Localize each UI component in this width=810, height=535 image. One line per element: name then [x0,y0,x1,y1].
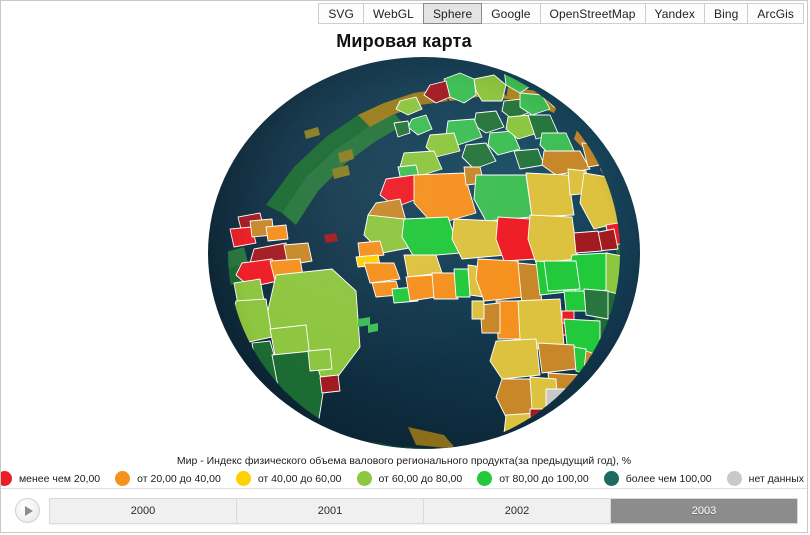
year-cell-2000[interactable]: 2000 [50,498,237,523]
europe-group [393,68,620,188]
atlantic-islands-group [304,127,378,333]
world-countries-svg [228,68,620,449]
year-cell-2001[interactable]: 2001 [237,498,424,523]
legend-title: Мир - Индекс физического объема валового… [176,455,632,467]
legend-item-60-80[interactable]: от 60,00 до 80,00 [354,471,475,486]
legend-swatch-icon [356,471,372,486]
page-title: Мировая карта [336,31,472,51]
legend-swatch-icon [603,471,619,486]
legend-swatch-icon [235,471,251,486]
year-cell-2003[interactable]: 2003 [611,498,797,523]
tab-svg[interactable]: SVG [318,3,364,24]
east-africa-group [471,230,620,356]
tab-bing[interactable]: Bing [703,3,749,24]
globe-stage [1,53,807,453]
legend-item-no-data[interactable]: нет данных [724,471,807,486]
legend-swatch-icon [477,471,493,486]
year-cell-2002[interactable]: 2002 [424,498,611,523]
legend-swatch-icon [726,471,742,486]
south-america-group [229,242,361,440]
tab-webgl[interactable]: WebGL [362,3,424,24]
legend-label: от 80,00 до 100,00 [499,472,589,485]
legend-item-40-60[interactable]: от 40,00 до 60,00 [233,471,354,486]
legend-swatch-icon [115,471,131,486]
legend-label: более чем 100,00 [625,472,712,485]
year-selector: 2000 2001 2002 2003 [49,497,798,524]
central-america-group [229,212,289,248]
legend: менее чем 20,00 от 20,00 до 40,00 от 40,… [1,471,807,486]
sphere-map[interactable] [208,57,640,449]
tab-google[interactable]: Google [481,3,541,24]
play-icon [24,505,33,516]
legend-swatch-icon [1,471,12,486]
legend-item-under-20[interactable]: менее чем 20,00 [1,471,112,486]
legend-label: нет данных [748,472,805,485]
legend-item-20-40[interactable]: от 20,00 до 40,00 [112,471,233,486]
tab-openstreetmap[interactable]: OpenStreetMap [539,3,646,24]
tab-arcgis[interactable]: ArcGis [747,3,804,24]
tab-sphere[interactable]: Sphere [422,3,483,24]
west-africa-group [355,214,579,306]
legend-label: от 40,00 до 60,00 [257,472,342,485]
legend-label: от 60,00 до 80,00 [378,472,463,485]
legend-label: от 20,00 до 40,00 [137,472,221,485]
legend-item-over-100[interactable]: более чем 100,00 [601,471,724,486]
map-provider-tabs: SVG WebGL Sphere Google OpenStreetMap Ya… [318,3,804,24]
legend-item-80-100[interactable]: от 80,00 до 100,00 [474,471,601,486]
legend-label: менее чем 20,00 [18,472,101,485]
timeline-control: 2000 2001 2002 2003 [1,488,807,532]
tab-yandex[interactable]: Yandex [644,3,705,24]
southern-africa-group [489,338,620,449]
play-button[interactable] [15,498,40,523]
